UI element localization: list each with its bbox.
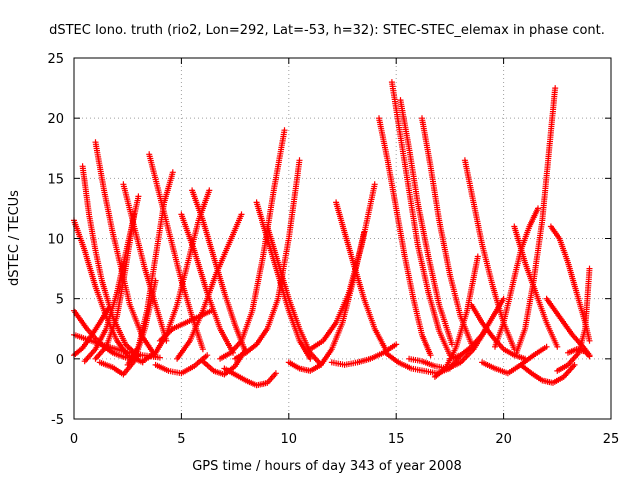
plus-markers [285,229,367,374]
plus-markers [513,85,559,356]
arc-series [253,199,314,362]
plus-markers [511,223,561,350]
arc-series [264,223,324,368]
y-tick-label: 20 [47,112,64,127]
plus-markers [221,365,279,389]
plus-markers [479,343,550,377]
arc-series [511,223,561,350]
grid [74,58,611,419]
y-tick-label: 0 [56,353,64,368]
plus-markers [232,157,303,362]
plus-markers [388,79,453,359]
data-arcs [71,79,593,389]
y-tick-label: 5 [56,293,64,308]
y-tick-label: -5 [51,413,64,428]
arc-series [397,97,455,348]
x-axis-label: GPS time / hours of day 343 of year 2008 [192,459,462,474]
x-tick-label: 10 [281,432,298,447]
plus-markers [174,211,245,362]
y-tick-label: 15 [47,172,64,187]
arc-series [174,211,245,362]
plus-markers [565,346,593,360]
x-tick-label: 0 [70,432,78,447]
x-tick-label: 15 [388,432,405,447]
x-tick-label: 5 [177,432,185,447]
y-tick-label: 25 [47,52,64,67]
plus-markers [307,181,378,353]
plus-markers [253,199,314,362]
arc-series [333,199,389,353]
plus-markers [189,187,249,356]
arc-series [285,229,367,374]
plus-markers [431,253,481,380]
arc-series [479,343,550,377]
arc-series [217,127,288,362]
arc-series [513,85,559,356]
arc-series [461,157,518,353]
arc-series [124,169,176,368]
arc-series [431,253,481,380]
y-axis-label: dSTEC / TECUs [7,190,22,286]
arc-series [156,307,215,344]
axis-ticks [73,57,612,420]
plus-markers [461,157,518,353]
plus-markers [333,199,389,353]
arc-series [376,115,434,359]
arc-series [517,361,578,386]
arc-series [554,265,593,374]
x-tick-labels: 0 5 10 15 20 25 [70,432,619,447]
plus-markers [92,211,138,362]
plus-markers [156,307,215,344]
x-tick-label: 20 [495,432,512,447]
plus-markers [397,97,455,348]
y-tick-label: 10 [47,233,64,248]
plus-markers [124,169,176,368]
arc-series [307,181,378,353]
chart-title: dSTEC Iono. truth (rio2, Lon=292, Lat=-5… [49,23,605,38]
plus-markers [217,127,288,362]
arc-series [565,346,593,360]
arc-series [232,157,303,362]
plus-markers [376,115,434,359]
plus-markers [517,361,578,386]
x-tick-label: 25 [603,432,620,447]
y-tick-labels: -5 0 5 10 15 20 25 [47,52,64,428]
arc-series [189,187,249,356]
arc-series [92,211,138,362]
arc-series [199,346,249,378]
plus-markers [264,223,324,368]
plus-markers [554,265,593,374]
arc-series [388,79,453,359]
arc-series [221,365,279,389]
plus-markers [199,346,249,378]
